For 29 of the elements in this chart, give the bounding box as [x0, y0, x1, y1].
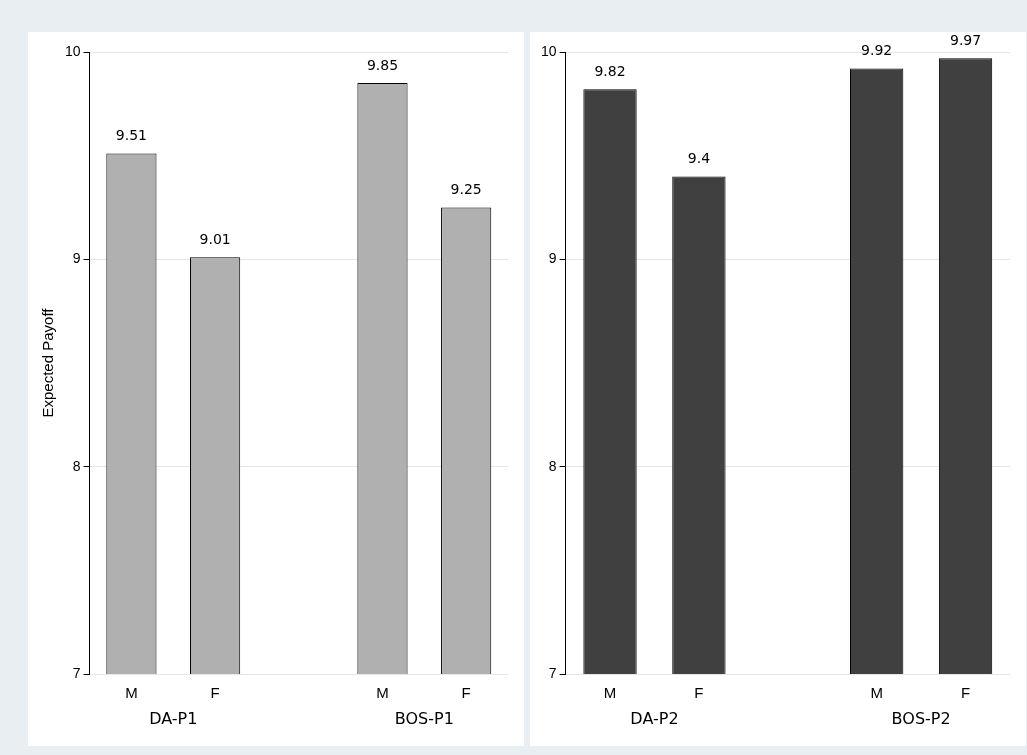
y-tick-label: 10 — [64, 42, 81, 59]
data-label: 9.4 — [687, 150, 711, 167]
data-label: 9.97 — [949, 31, 982, 48]
data-label: 9.51 — [115, 127, 147, 144]
x-tick-label: M — [125, 684, 138, 702]
text: DA-P2 — [630, 709, 679, 729]
y-tick-label: 10 — [540, 42, 557, 59]
data-label: 9.01 — [199, 230, 231, 247]
data-label: 9.25 — [450, 181, 482, 198]
x-tick-label: F — [210, 684, 220, 702]
x-tick-label: M — [870, 684, 883, 702]
x-tick-label: M — [376, 684, 389, 702]
y-tick-label: 7 — [72, 664, 81, 681]
text: BOS-P2 — [891, 709, 951, 729]
x-tick-label: M — [603, 684, 617, 702]
x-tick-label: F — [461, 684, 471, 702]
data-label: 9.92 — [861, 42, 893, 59]
y-tick-label: 8 — [548, 457, 557, 474]
y-axis-title: Expected Payoff — [39, 307, 57, 418]
y-tick-label: 9 — [72, 250, 81, 267]
text: DA-P1 — [149, 709, 198, 729]
text: BOS-P1 — [394, 709, 454, 729]
x-tick-label: F — [960, 684, 971, 702]
y-tick-label: 7 — [548, 664, 557, 681]
y-tick-label: 9 — [548, 250, 557, 267]
y-tick-label: 8 — [72, 457, 81, 474]
data-label: 9.82 — [594, 62, 626, 79]
x-tick-label: F — [694, 684, 704, 702]
data-label: 9.85 — [366, 56, 399, 73]
